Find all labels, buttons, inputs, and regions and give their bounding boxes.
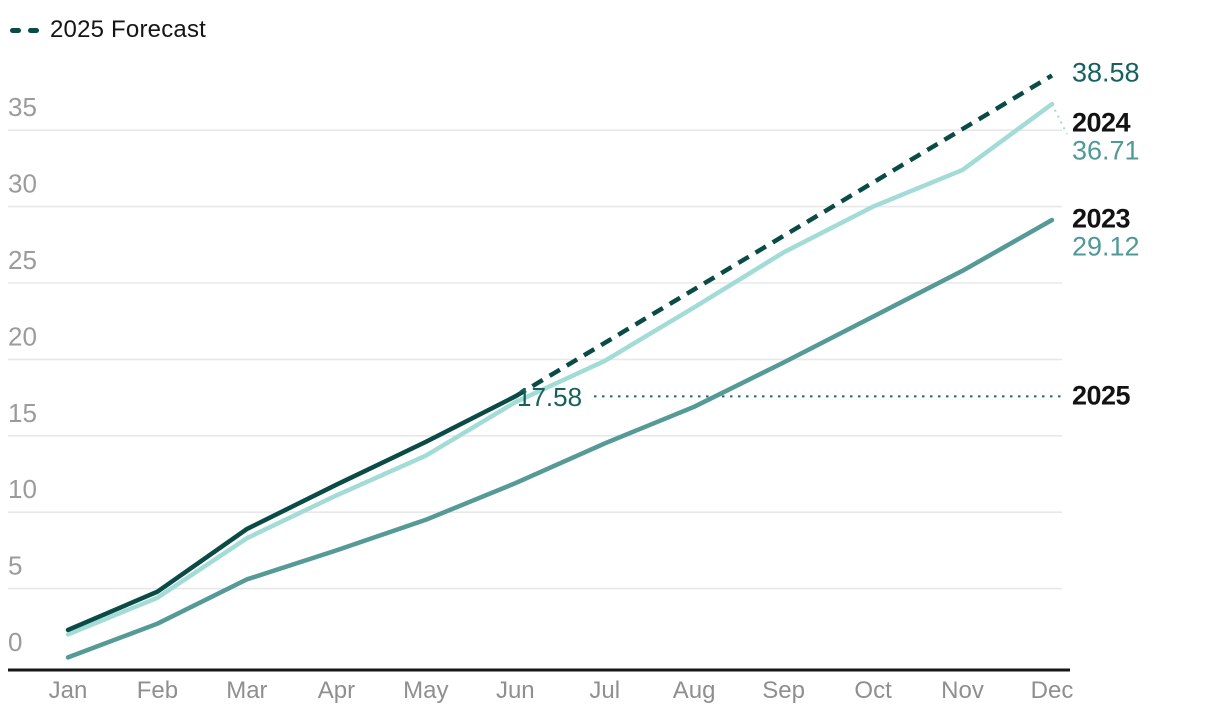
- x-axis-tick-label: Feb: [137, 677, 178, 704]
- x-axis-tick-label: May: [403, 677, 448, 704]
- y-axis-tick-label: 30: [8, 169, 37, 199]
- series-end-value-2024: 36.71: [1072, 135, 1140, 166]
- x-axis-tick-label: Jan: [49, 677, 88, 704]
- y-axis-tick-label: 20: [8, 321, 37, 351]
- series-end-value-2023: 29.12: [1072, 231, 1140, 262]
- series-line-2023: [65, 217, 1055, 660]
- x-axis-tick-label: Oct: [854, 677, 892, 704]
- x-axis-tick-label: Sep: [762, 677, 805, 704]
- y-axis-tick-label: 25: [8, 245, 37, 275]
- series-line-2025: [65, 394, 518, 633]
- label-connector-2024: [1051, 103, 1068, 135]
- series-label-2025: 2025: [1072, 380, 1131, 411]
- y-axis-tick-label: 0: [8, 627, 22, 657]
- y-axis-tick-label: 15: [8, 398, 37, 428]
- x-axis-tick-label: Jul: [589, 677, 620, 704]
- y-axis-tick-label: 5: [8, 551, 22, 581]
- series-line-2025-forecast: [514, 73, 1054, 399]
- x-axis-tick-label: Jun: [496, 677, 535, 704]
- x-axis-tick-label: Apr: [318, 677, 355, 704]
- series-label-2024: 2024: [1072, 107, 1131, 138]
- x-axis-tick-label: Mar: [226, 677, 267, 704]
- series-label-2023: 2023: [1072, 203, 1131, 234]
- legend-label: 2025 Forecast: [50, 16, 207, 43]
- y-axis-tick-label: 10: [8, 474, 37, 504]
- x-axis-tick-label: Nov: [941, 677, 984, 704]
- forecast-end-value-label: 38.58: [1072, 57, 1140, 88]
- series-line-2024: [65, 101, 1055, 637]
- forecast-dashed-line-icon: [10, 27, 46, 33]
- y-axis-tick-label: 35: [8, 92, 37, 122]
- legend: 2025 Forecast: [10, 16, 206, 44]
- midyear-value-label: 17.58: [517, 382, 583, 412]
- x-axis-tick-label: Dec: [1031, 677, 1074, 704]
- x-axis-tick-label: Aug: [673, 677, 716, 704]
